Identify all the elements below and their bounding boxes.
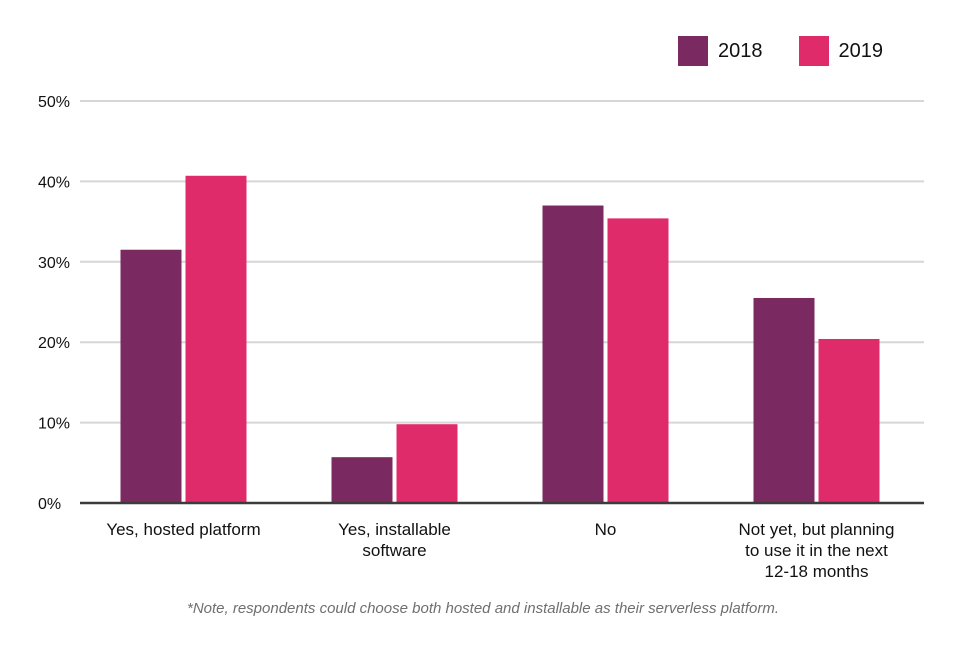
bar-2019-1 [396,424,458,503]
x-category-label: Yes, installable [338,520,451,539]
x-category-label: to use it in the next [745,541,888,560]
y-tick-label: 50% [38,94,70,111]
bar-2019-0 [185,175,247,503]
bar-2019-3 [818,338,880,503]
bar-2018-3 [753,297,815,503]
y-tick-label: 10% [38,416,70,433]
bar-2018-2 [542,205,604,503]
x-category-label: No [595,520,617,539]
x-category-label: Yes, hosted platform [106,520,260,539]
y-tick-label: 20% [38,335,70,352]
y-tick-label: 0% [38,496,61,513]
x-category-label: 12-18 months [765,562,869,581]
x-category-label: Not yet, but planning [739,520,895,539]
legend-item-2019: 2019 [798,36,884,66]
bar-2018-1 [331,457,393,503]
y-tick-label: 30% [38,255,70,272]
legend-label-2018: 2018 [718,39,763,62]
legend-label-2019: 2019 [838,39,884,62]
y-tick-label: 40% [38,174,70,191]
bars [120,175,880,503]
bar-2019-2 [607,218,669,503]
legend-swatch-2018 [678,36,708,66]
x-category-label: software [362,541,426,560]
bar-2018-0 [120,249,182,503]
legend: 2018 2019 [678,36,883,66]
legend-item-2018: 2018 [678,36,763,66]
legend-swatch-2019 [798,36,829,66]
footnote: *Note, respondents could choose both hos… [186,600,779,617]
axis-labels: 0% 10% 20% 30% 40% 50% Yes, hosted platform Yes… [38,94,894,581]
